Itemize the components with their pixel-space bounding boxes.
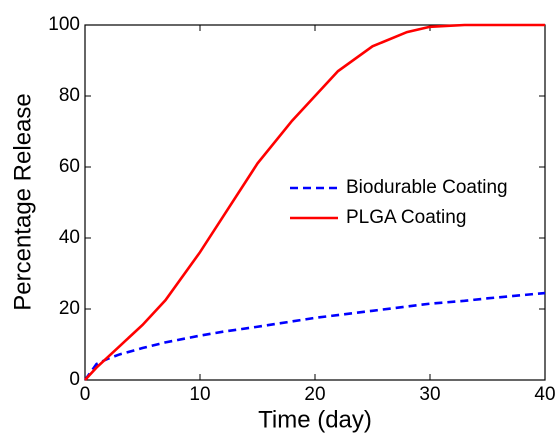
y-tick-label: 60: [59, 156, 80, 177]
y-tick-label: 40: [59, 227, 80, 248]
legend-label: PLGA Coating: [346, 207, 466, 228]
x-tick-label: 40: [534, 384, 555, 405]
plot-frame: [84, 24, 546, 381]
x-axis-label: Time (day): [258, 406, 372, 433]
x-tick-label: 0: [80, 384, 91, 405]
line-series: [84, 23, 545, 381]
legend-label: Biodurable Coating: [346, 177, 508, 198]
x-tick-label: 10: [189, 384, 210, 405]
y-tick-label: 100: [48, 14, 80, 35]
y-tick-label: 20: [59, 298, 80, 319]
line-series: [83, 291, 546, 381]
y-axis-label: Percentage Release: [9, 93, 36, 310]
x-tick-label: 20: [304, 384, 325, 405]
y-tick-label: 0: [69, 369, 80, 390]
y-tick-label: 80: [59, 85, 80, 106]
x-tick-label: 30: [419, 384, 440, 405]
